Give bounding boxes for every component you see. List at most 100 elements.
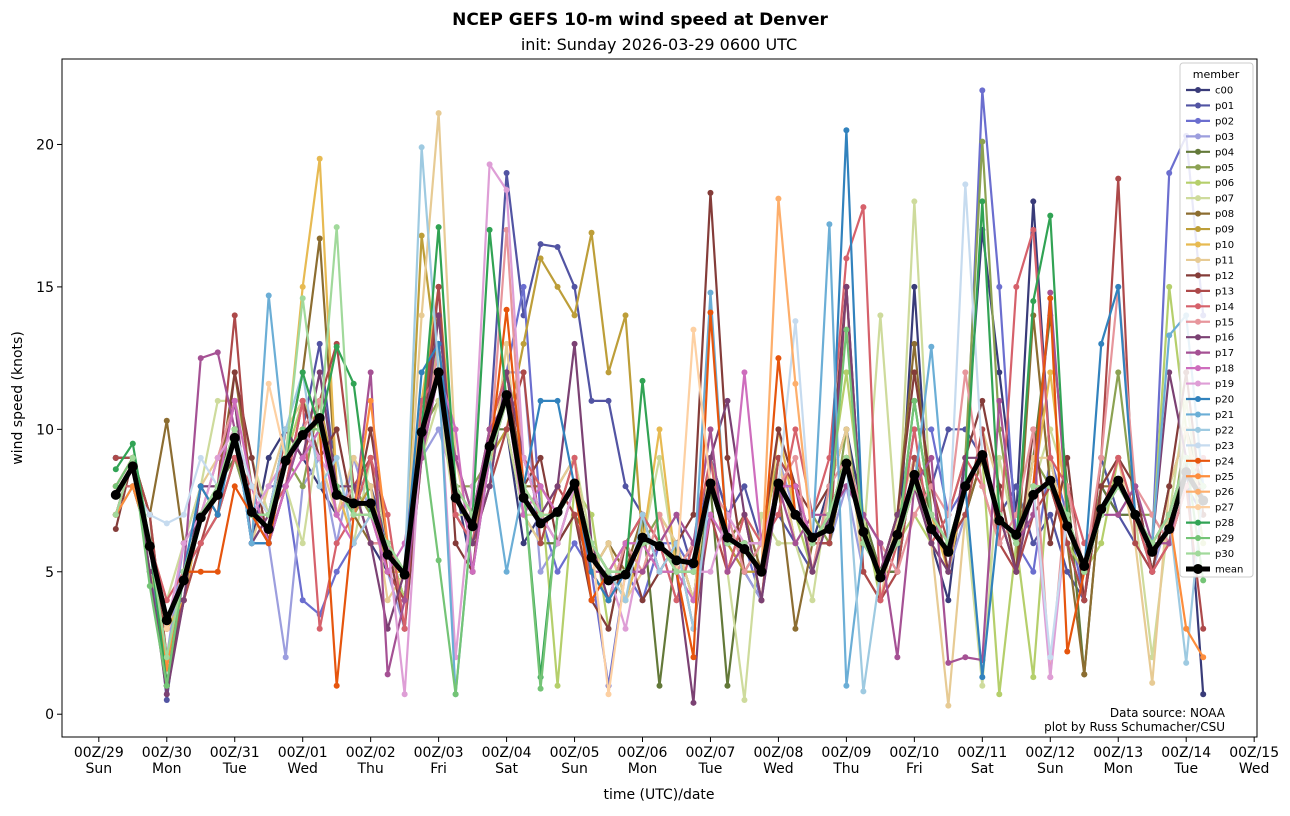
data-point-p13 xyxy=(911,454,918,461)
data-point-p18 xyxy=(690,597,697,604)
legend-label-p05: p05 xyxy=(1215,163,1234,174)
legend-label-p14: p14 xyxy=(1215,302,1234,313)
data-point-p16 xyxy=(707,454,714,461)
legend-label-p01: p01 xyxy=(1215,101,1234,112)
legend-marker-p09 xyxy=(1195,226,1201,233)
x-tick-label: 00Z/13 xyxy=(1093,745,1143,761)
data-point-p06 xyxy=(1166,283,1173,290)
data-point-p23 xyxy=(197,454,204,461)
x-tick-day-label: Sun xyxy=(1037,761,1064,777)
data-point-p17 xyxy=(996,397,1003,404)
data-point-p23 xyxy=(1047,654,1054,661)
data-point-p25 xyxy=(1183,625,1190,632)
data-point-p12 xyxy=(231,369,238,376)
data-point-p17 xyxy=(724,568,731,575)
data-point-p17 xyxy=(707,426,714,433)
data-point-p08 xyxy=(163,417,170,424)
data-point-p17 xyxy=(792,540,799,547)
legend-marker-p29 xyxy=(1195,535,1201,542)
legend-label-p25: p25 xyxy=(1215,472,1234,483)
data-point-p16 xyxy=(843,283,850,290)
data-point-p16 xyxy=(741,511,748,518)
y-tick-label: 0 xyxy=(45,707,54,723)
data-point-mean xyxy=(977,449,988,460)
data-point-p16 xyxy=(571,340,578,347)
data-point-p26 xyxy=(775,195,782,202)
legend-label-p11: p11 xyxy=(1215,255,1234,266)
data-point-p13 xyxy=(1064,540,1071,547)
data-point-p12 xyxy=(333,426,340,433)
data-point-mean xyxy=(195,512,206,523)
data-point-p16 xyxy=(1013,568,1020,575)
x-tick-label: 00Z/09 xyxy=(821,745,871,761)
data-point-mean xyxy=(127,461,138,472)
data-point-p19 xyxy=(486,161,493,168)
data-point-p02 xyxy=(979,87,986,94)
x-tick-day-label: Thu xyxy=(832,761,859,777)
data-point-p14 xyxy=(673,597,680,604)
data-point-p02 xyxy=(1166,169,1173,176)
data-point-p30 xyxy=(350,511,357,518)
data-point-p16 xyxy=(316,369,323,376)
data-point-p17 xyxy=(1115,511,1122,518)
x-tick-label: 00Z/10 xyxy=(889,745,939,761)
data-point-p12 xyxy=(112,526,119,533)
data-point-p14 xyxy=(163,597,170,604)
data-point-p14 xyxy=(860,204,867,211)
data-point-mean xyxy=(229,432,240,443)
legend-title: member xyxy=(1193,68,1240,81)
data-point-p24 xyxy=(214,568,221,575)
data-point-p14 xyxy=(1115,454,1122,461)
data-point-p14 xyxy=(452,511,459,518)
data-point-p10 xyxy=(1047,369,1054,376)
data-point-p29 xyxy=(911,397,918,404)
data-point-p28 xyxy=(639,377,646,384)
data-point-p15 xyxy=(656,511,663,518)
data-point-p03 xyxy=(435,426,442,433)
x-tick-label: 00Z/15 xyxy=(1229,745,1279,761)
data-point-p16 xyxy=(1166,369,1173,376)
data-point-mean xyxy=(705,478,716,489)
data-point-p21 xyxy=(248,540,255,547)
data-point-p16 xyxy=(163,691,170,698)
data-point-p18 xyxy=(282,483,289,490)
data-point-p23 xyxy=(792,318,799,325)
legend-marker-p23 xyxy=(1195,442,1201,449)
data-point-mean xyxy=(365,498,376,509)
data-point-mean xyxy=(433,367,444,378)
legend-label-p08: p08 xyxy=(1215,209,1234,220)
data-point-mean xyxy=(790,509,801,520)
data-point-p30 xyxy=(299,295,306,302)
data-point-p23 xyxy=(163,520,170,527)
data-point-p01 xyxy=(1064,568,1071,575)
legend-marker-p02 xyxy=(1195,117,1201,124)
data-point-mean xyxy=(535,518,546,529)
data-point-p11 xyxy=(384,597,391,604)
data-point-mean xyxy=(178,575,189,586)
data-point-mean xyxy=(569,478,580,489)
data-point-p29 xyxy=(537,685,544,692)
series-c00 xyxy=(112,198,1207,698)
legend-marker-p05 xyxy=(1195,164,1201,171)
data-point-p12 xyxy=(775,426,782,433)
data-point-mean xyxy=(739,543,750,554)
data-point-p08 xyxy=(316,235,323,242)
data-point-p24 xyxy=(503,306,510,313)
data-point-p11 xyxy=(367,483,374,490)
data-point-p09 xyxy=(622,312,629,319)
data-point-mean xyxy=(1164,524,1175,535)
data-point-p09 xyxy=(520,340,527,347)
series-p12 xyxy=(112,189,1207,689)
legend-label-c00: c00 xyxy=(1215,86,1233,97)
legend-label-p18: p18 xyxy=(1215,364,1234,375)
legend-marker-p30 xyxy=(1195,550,1201,557)
data-point-c00 xyxy=(911,283,918,290)
data-point-p27 xyxy=(265,380,272,387)
data-point-p20 xyxy=(418,369,425,376)
data-point-p04 xyxy=(656,682,663,689)
data-point-p09 xyxy=(605,369,612,376)
data-point-p29 xyxy=(435,557,442,564)
data-point-p07 xyxy=(741,696,748,703)
series-p07 xyxy=(112,198,1207,703)
data-point-p21 xyxy=(265,292,272,299)
